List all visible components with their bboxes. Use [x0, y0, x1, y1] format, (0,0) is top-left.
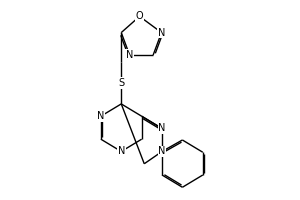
- Text: N: N: [126, 50, 133, 60]
- Text: O: O: [136, 11, 143, 21]
- Text: N: N: [118, 146, 125, 156]
- Text: N: N: [158, 28, 165, 38]
- Text: N: N: [97, 111, 105, 121]
- Text: N: N: [158, 146, 166, 156]
- Text: S: S: [118, 78, 124, 88]
- Text: N: N: [158, 123, 166, 133]
